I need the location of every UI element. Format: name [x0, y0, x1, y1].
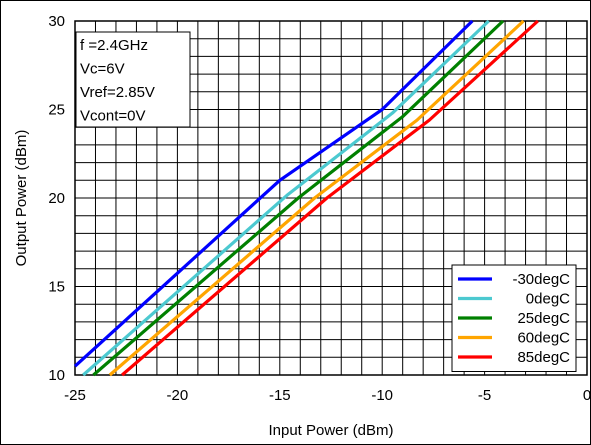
x-tick-label: -5	[478, 387, 491, 404]
plot-border	[74, 20, 588, 376]
legend-label-60degc: 60degC	[517, 330, 570, 347]
legend-label-0degc: 0degC	[526, 291, 570, 308]
x-axis-title: Input Power (dBm)	[268, 422, 393, 439]
y-axis-title: Output Power (dBm)	[13, 130, 30, 267]
y-tick-label: 10	[48, 367, 65, 384]
annotation-box	[75, 31, 191, 128]
annotation-line-vc: Vc=6V	[80, 61, 125, 78]
legend-label-25degc: 25degC	[517, 310, 570, 327]
x-tick-label: -20	[167, 387, 189, 404]
grid	[75, 21, 587, 375]
y-tick-label: 15	[48, 279, 65, 296]
x-tick-labels: -25 -20 -15 -10 -5 0	[64, 387, 591, 404]
series-line-60degc	[108, 19, 525, 377]
annotation-line-frequency: f =2.4GHz	[80, 37, 148, 54]
condition-annotation: f =2.4GHz Vc=6V Vref=2.85V Vcont=0V	[75, 31, 191, 128]
annotation-line-vcont: Vcont=0V	[80, 108, 145, 125]
y-tick-labels: 10 15 20 25 30	[48, 13, 65, 384]
legend-label--30degc: -30degC	[512, 271, 570, 288]
y-tick-label: 25	[48, 102, 65, 119]
y-tick-label: 30	[48, 13, 65, 30]
series-line-85degc	[121, 19, 539, 377]
legend: -30degC 0degC 25degC 60degC 85degC	[451, 264, 577, 372]
series-lines	[73, 19, 539, 377]
series-line-0degc	[82, 19, 490, 377]
series-line--30degc	[73, 19, 474, 368]
series-line-25degc	[92, 19, 505, 377]
x-tick-label: 0	[583, 387, 591, 404]
y-tick-label: 20	[48, 190, 65, 207]
x-tick-label: -15	[269, 387, 291, 404]
annotation-line-vref: Vref=2.85V	[80, 84, 155, 101]
legend-label-85degc: 85degC	[517, 349, 570, 366]
x-tick-label: -25	[64, 387, 86, 404]
x-tick-label: -10	[371, 387, 393, 404]
